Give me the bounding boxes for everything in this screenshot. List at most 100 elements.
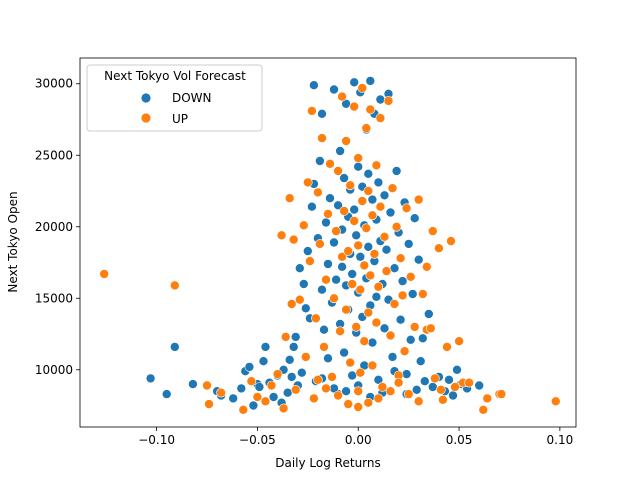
point-down-40 <box>321 217 331 228</box>
point-down-106 <box>401 369 412 379</box>
point-up-54 <box>359 260 370 271</box>
point-up-50 <box>355 367 366 378</box>
point-up-17 <box>298 220 309 231</box>
point-up-56 <box>361 223 372 233</box>
point-down-79 <box>363 242 374 252</box>
point-up-22 <box>309 393 319 404</box>
point-up-2 <box>202 380 212 391</box>
point-up-48 <box>353 240 364 251</box>
point-up-52 <box>357 196 368 206</box>
point-up-45 <box>349 101 360 112</box>
point-up-64 <box>369 249 380 259</box>
point-down-120 <box>448 390 458 401</box>
point-up-15 <box>290 384 301 395</box>
point-down-101 <box>391 166 402 176</box>
point-up-101 <box>478 404 489 415</box>
point-up-115 <box>321 383 331 394</box>
point-up-97 <box>450 382 460 392</box>
x-tick-label: 0.05 <box>446 433 473 447</box>
point-up-113 <box>333 390 343 401</box>
point-down-110 <box>409 213 420 223</box>
point-down-3 <box>188 379 198 389</box>
point-up-109 <box>286 299 297 309</box>
point-up-9 <box>266 380 277 391</box>
point-down-20 <box>282 387 293 398</box>
point-up-69 <box>375 113 386 123</box>
point-up-5 <box>238 404 249 415</box>
point-up-8 <box>260 396 271 407</box>
x-tick-label: −0.10 <box>138 433 175 447</box>
point-down-14 <box>260 342 271 352</box>
point-down-51 <box>335 146 345 156</box>
point-up-105 <box>550 396 561 407</box>
y-axis-label: Next Tokyo Open <box>6 191 20 292</box>
point-down-121 <box>452 364 462 375</box>
point-up-86 <box>413 396 424 407</box>
point-down-7 <box>236 383 247 394</box>
point-down-26 <box>296 367 307 378</box>
point-up-18 <box>300 352 311 362</box>
point-up-85 <box>409 322 420 332</box>
point-down-38 <box>317 284 327 295</box>
point-up-47 <box>351 322 362 332</box>
point-down-29 <box>302 246 313 256</box>
point-down-111 <box>411 384 422 395</box>
point-up-90 <box>427 226 438 236</box>
y-tick-label: 20000 <box>35 220 73 234</box>
point-up-114 <box>373 393 384 404</box>
y-tick-label: 10000 <box>35 363 73 377</box>
point-up-117 <box>313 374 323 385</box>
point-down-16 <box>268 392 279 402</box>
legend-marker-down <box>140 92 152 104</box>
point-down-54 <box>339 173 349 183</box>
points-layer <box>99 76 561 415</box>
point-up-1 <box>170 280 180 291</box>
legend-title: Next Tokyo Vol Forecast <box>104 69 246 83</box>
point-up-26 <box>317 133 327 143</box>
point-down-68 <box>353 161 364 172</box>
point-down-87 <box>371 291 382 302</box>
y-tick-label: 30000 <box>35 77 73 91</box>
point-up-106 <box>413 194 424 205</box>
point-up-87 <box>417 289 428 299</box>
point-down-13 <box>258 356 269 367</box>
point-down-112 <box>413 254 424 265</box>
point-up-38 <box>339 206 349 216</box>
point-up-94 <box>438 394 448 405</box>
point-up-29 <box>323 209 333 219</box>
point-down-114 <box>419 376 430 387</box>
point-up-23 <box>311 313 321 324</box>
point-up-41 <box>343 246 354 256</box>
point-down-109 <box>407 289 418 299</box>
point-up-83 <box>403 389 414 399</box>
point-up-34 <box>333 166 343 176</box>
point-down-100 <box>389 263 400 274</box>
point-down-95 <box>381 244 392 255</box>
point-up-107 <box>421 261 432 272</box>
point-up-71 <box>379 232 390 242</box>
point-down-47 <box>331 274 341 285</box>
point-up-108 <box>276 230 287 241</box>
point-up-49 <box>353 153 364 163</box>
point-up-28 <box>321 274 331 285</box>
point-down-103 <box>395 314 406 325</box>
point-up-68 <box>375 201 386 212</box>
point-up-73 <box>383 96 394 106</box>
point-down-125 <box>288 342 299 352</box>
point-up-46 <box>349 216 360 226</box>
legend-box <box>86 64 263 132</box>
point-down-126 <box>417 333 428 344</box>
point-up-82 <box>401 203 412 213</box>
point-up-70 <box>377 382 388 392</box>
point-down-31 <box>307 201 317 212</box>
point-up-92 <box>434 243 444 253</box>
point-up-6 <box>246 376 257 387</box>
point-up-75 <box>387 183 398 193</box>
point-down-45 <box>329 237 339 248</box>
point-down-65 <box>349 204 360 215</box>
point-down-62 <box>347 370 358 381</box>
point-down-9 <box>244 362 255 372</box>
point-up-118 <box>393 377 404 388</box>
point-down-21 <box>284 354 295 365</box>
point-down-67 <box>351 230 362 241</box>
